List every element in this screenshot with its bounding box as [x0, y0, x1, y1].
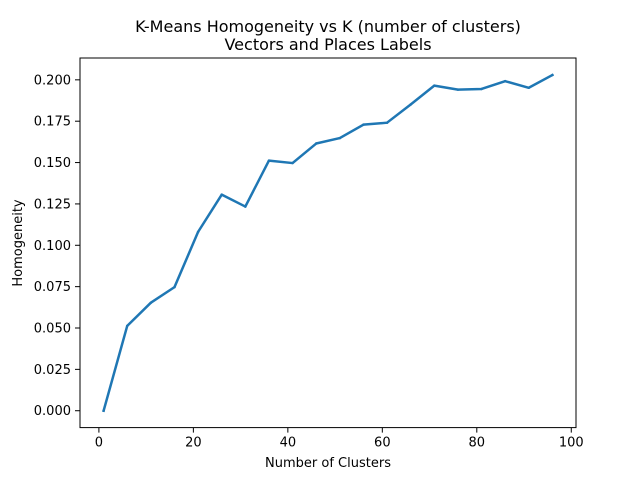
x-tick-label: 60: [374, 436, 391, 451]
data-point: [220, 193, 223, 196]
y-tick-label: 0.025: [34, 363, 71, 378]
x-tick-label: 80: [469, 436, 486, 451]
chart-subtitle: Vectors and Places Labels: [224, 35, 431, 54]
chart-title: K-Means Homogeneity vs K (number of clus…: [135, 17, 521, 36]
y-axis-ticks: 0.000 0.025 0.050 0.075 0.100 0.125 0.150 0.175…: [34, 73, 80, 419]
series-group: [102, 73, 555, 413]
x-tick-label: 20: [185, 436, 202, 451]
y-axis-label: Homogeneity: [11, 199, 26, 287]
data-point: [480, 87, 483, 91]
axes-frame: [79, 57, 577, 429]
data-point: [527, 86, 531, 90]
data-point: [173, 285, 176, 289]
data-point: [196, 230, 200, 234]
y-tick-label: 0.200: [34, 73, 71, 88]
plot-area: 0 20 40 60 80 100 0.0000.0250.0500.0750.1000.…: [34, 57, 584, 451]
x-tick-label: 0: [95, 436, 103, 451]
y-tick-label: 0.050: [34, 322, 71, 337]
data-point: [102, 409, 105, 412]
data-point: [362, 123, 365, 126]
data-point: [503, 79, 507, 83]
y-tick-label: 0.075: [34, 280, 71, 295]
y-tick-label: 0.150: [34, 156, 71, 171]
data-point: [385, 121, 389, 124]
data-point: [125, 324, 129, 328]
data-point: [338, 136, 342, 140]
data-point: [267, 159, 271, 162]
data-point: [244, 205, 247, 208]
data-point: [291, 161, 294, 165]
x-axis-label: Number of Clusters: [265, 456, 391, 471]
y-tick-label: 0.100: [34, 239, 71, 254]
y-tick-label: 0.000: [34, 404, 71, 419]
series-line-0: [102, 73, 555, 413]
data-point: [314, 142, 318, 145]
data-point: [551, 73, 554, 77]
y-tick-label: 0.175: [34, 115, 71, 130]
data-point: [409, 103, 412, 106]
data-point: [149, 301, 153, 304]
data-point: [456, 88, 460, 91]
x-tick-label: 40: [280, 436, 297, 451]
data-point: [433, 84, 436, 87]
x-tick-label: 100: [559, 436, 584, 451]
y-tick-label: 0.125: [34, 197, 71, 212]
x-axis-ticks: 0 20 40 60 80 100: [95, 427, 584, 451]
